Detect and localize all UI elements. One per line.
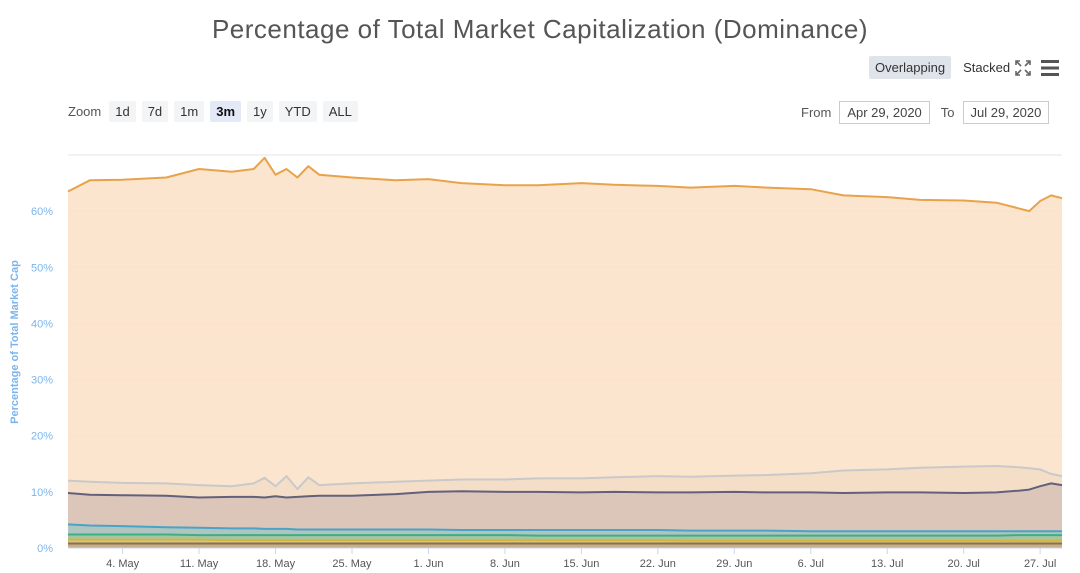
x-tick-label: 18. May	[256, 558, 296, 570]
series-line-5	[68, 538, 1062, 542]
x-tick-label: 8. Jun	[490, 558, 520, 570]
series-area-0	[68, 157, 1062, 549]
fullscreen-glyph	[1015, 60, 1031, 76]
series-line-4	[68, 533, 1062, 537]
x-tick-label: 13. Jul	[871, 558, 903, 570]
zoom-button-1y[interactable]: 1y	[247, 101, 273, 122]
y-tick-label: 10%	[31, 487, 53, 499]
series-line-0	[67, 156, 1063, 213]
axis-layer: 0% 10% 20% 30% 40% 50% 60% 4. May 11. May 18. May…	[31, 206, 1062, 570]
y-tick-label: 40%	[31, 318, 53, 330]
series-area-6	[68, 543, 1062, 548]
x-tick-label: 20. Jul	[947, 558, 979, 570]
x-tick-label: 27. Jul	[1024, 558, 1056, 570]
series-line-3	[67, 523, 1062, 533]
to-date-input[interactable]: Jul 29, 2020	[962, 101, 1050, 124]
to-label: To	[940, 105, 955, 120]
area-layer	[67, 156, 1063, 549]
zoom-selector: Zoom 1d 7d 1m 3m 1y YTD ALL	[68, 101, 358, 122]
zoom-label: Zoom	[68, 104, 102, 119]
view-toggle: Overlapping Stacked	[869, 56, 1016, 79]
y-tick-label: 50%	[31, 262, 53, 274]
x-tick-label: 15. Jun	[563, 558, 599, 570]
date-range: From Apr 29, 2020 To Jul 29, 2020	[801, 101, 1050, 124]
zoom-button-ytd[interactable]: YTD	[278, 101, 317, 122]
x-tick-label: 1. Jun	[413, 558, 443, 570]
y-axis-label: Percentage of Total Market Cap	[9, 260, 21, 424]
y-tick-label: 0%	[37, 543, 53, 555]
from-date-input[interactable]: Apr 29, 2020	[839, 101, 930, 124]
chart-title: Percentage of Total Market Capitalizatio…	[211, 14, 869, 44]
hamburger-menu-icon[interactable]	[1040, 58, 1060, 78]
y-tick-label: 30%	[31, 375, 53, 387]
overlapping-button[interactable]: Overlapping	[869, 56, 952, 79]
y-tick-label: 20%	[31, 431, 53, 443]
zoom-button-3m[interactable]: 3m	[210, 101, 242, 122]
series-line-2	[67, 482, 1063, 499]
y-tick-label: 60%	[31, 206, 53, 218]
x-tick-label: 25. May	[332, 558, 372, 570]
stacked-button[interactable]: Stacked	[963, 60, 1011, 75]
zoom-button-all[interactable]: ALL	[322, 101, 358, 122]
zoom-button-1d[interactable]: 1d	[109, 101, 136, 122]
fullscreen-icon[interactable]	[1013, 58, 1033, 78]
zoom-button-7d[interactable]: 7d	[141, 101, 169, 122]
x-tick-label: 11. May	[180, 558, 219, 570]
series-line-1	[67, 465, 1063, 491]
x-tick-label: 4. May	[106, 558, 140, 570]
x-tick-label: 22. Jun	[640, 558, 676, 570]
zoom-button-1m[interactable]: 1m	[174, 101, 205, 122]
x-tick-label: 29. Jun	[716, 558, 752, 570]
x-tick-label: 6. Jul	[798, 558, 824, 570]
from-label: From	[801, 105, 832, 120]
menu-glyph	[1041, 60, 1059, 76]
